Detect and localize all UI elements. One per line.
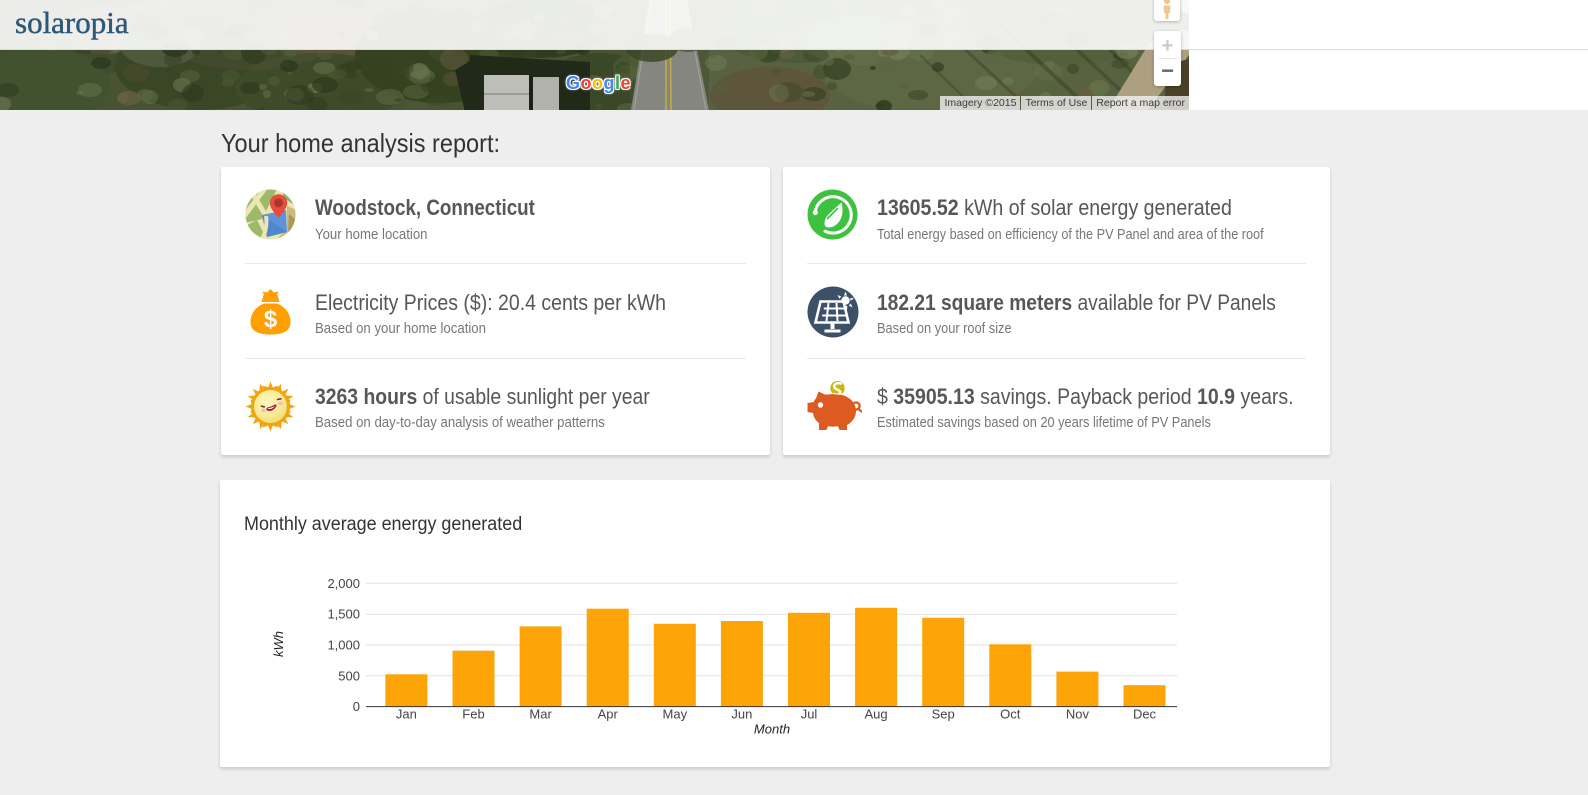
svg-text:1,500: 1,500: [327, 607, 360, 622]
svg-text:Dec: Dec: [1133, 707, 1157, 722]
svg-text:0: 0: [353, 699, 360, 714]
svg-text:Jan: Jan: [396, 707, 417, 722]
svg-text:Aug: Aug: [865, 707, 888, 722]
svg-text:kWh: kWh: [271, 631, 286, 657]
svg-text:Sep: Sep: [932, 707, 955, 722]
svg-text:$: $: [264, 306, 278, 333]
svg-text:May: May: [663, 707, 688, 722]
svg-text:2,000: 2,000: [327, 576, 360, 591]
svg-text:Mar: Mar: [529, 707, 552, 722]
svg-text:1,000: 1,000: [327, 638, 360, 653]
svg-text:Apr: Apr: [598, 707, 619, 722]
svg-text:Feb: Feb: [462, 707, 484, 722]
svg-text:Jun: Jun: [731, 707, 752, 722]
svg-text:Nov: Nov: [1066, 707, 1090, 722]
svg-text:Month: Month: [754, 722, 790, 737]
svg-text:500: 500: [338, 668, 360, 683]
svg-text:Jul: Jul: [801, 707, 818, 722]
svg-text:Oct: Oct: [1000, 707, 1021, 722]
